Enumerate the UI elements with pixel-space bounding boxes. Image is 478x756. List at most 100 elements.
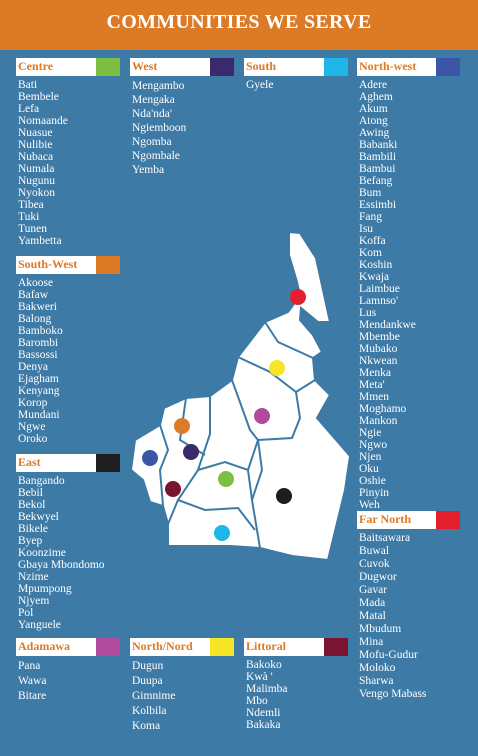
dot-far-north (290, 289, 306, 305)
community-item: Koma (132, 720, 161, 732)
community-item: Bangando (18, 475, 65, 487)
community-item: Bakweri (18, 301, 57, 313)
region-name: North-west (359, 59, 417, 73)
region-color-swatch (324, 638, 348, 656)
community-item: Balong (18, 313, 52, 325)
dot-east (276, 488, 292, 504)
community-item: Bassossi (18, 349, 58, 361)
community-item: Pol (18, 607, 34, 619)
community-item: Tuki (18, 211, 40, 223)
community-item: Mbo (246, 695, 268, 707)
community-item: Akum (359, 103, 388, 115)
community-item: Moghamo (359, 403, 407, 415)
map-outline (129, 230, 352, 562)
community-item: Njen (359, 451, 382, 463)
community-item: Kenyang (18, 385, 60, 397)
region-label-east: East (16, 454, 120, 472)
community-item: Mada (359, 597, 386, 609)
community-item: Mofu-Gudur (359, 649, 418, 661)
region-color-swatch (436, 511, 460, 529)
community-item: Ngiemboon (132, 122, 187, 134)
community-item: Pinyin (359, 487, 390, 499)
region-name: Adamawa (18, 639, 71, 653)
region-name: Littoral (246, 639, 286, 653)
community-item: Mubako (359, 343, 398, 355)
dot-centre (218, 471, 234, 487)
community-item: Bikele (18, 523, 49, 535)
community-item: Mina (359, 636, 384, 648)
community-item: Tibea (18, 199, 44, 211)
community-list-north: Dugun Duupa Gimnime Kolbila Koma (132, 659, 175, 734)
community-item: Kwà ' (246, 671, 273, 683)
community-item: Dugwor (359, 571, 397, 583)
community-item: Yanguele (18, 619, 61, 631)
region-label-adamawa: Adamawa (16, 638, 120, 656)
region-name: North/Nord (132, 639, 193, 653)
community-item: Dugun (132, 660, 164, 672)
community-item: Bakoko (246, 659, 282, 671)
community-item: Bebil (18, 487, 43, 499)
region-color-swatch (96, 58, 120, 76)
community-item: Mbembe (359, 331, 400, 343)
community-item: Babanki (359, 139, 398, 151)
community-item: Mpumpong (18, 583, 72, 595)
community-item: Sharwa (359, 675, 394, 687)
region-label-far-north: Far North (357, 511, 460, 529)
community-item: Oshie (359, 475, 386, 487)
community-item: Isu (359, 223, 374, 235)
community-item: Cuvok (359, 558, 390, 570)
dot-west (183, 444, 199, 460)
region-color-swatch (96, 454, 120, 472)
community-item: Byep (18, 535, 43, 547)
community-list-south: Gyele (246, 79, 273, 91)
region-color-swatch (436, 58, 460, 76)
dot-south-west (174, 418, 190, 434)
community-item: Awing (359, 127, 390, 139)
community-item: Aghem (359, 91, 393, 103)
dot-south (214, 525, 230, 541)
region-name: South-West (18, 257, 78, 271)
community-item: Bamboko (18, 325, 63, 337)
community-item: Mengaka (132, 94, 175, 106)
region-name: South (246, 59, 277, 73)
region-color-swatch (96, 638, 120, 656)
community-item: Mmen (359, 391, 390, 403)
region-color-swatch (324, 58, 348, 76)
community-list-centre: Bati Bembele Lefa Nomaande Nuasue Nulibie Nuba… (18, 79, 68, 247)
community-item: Kwaja (359, 271, 390, 283)
community-item: Buwal (359, 545, 390, 557)
community-item: Mengambo (132, 80, 185, 92)
community-item: Mankon (359, 415, 398, 427)
community-item: Bekwyel (18, 511, 59, 523)
community-list-adamawa: Pana Wawa Bitare (18, 659, 46, 704)
dot-adamawa (254, 408, 270, 424)
region-name: Far North (359, 512, 412, 526)
region-name: Centre (18, 59, 54, 73)
community-item: Nkwean (359, 355, 398, 367)
community-item: Atong (359, 115, 388, 127)
dot-north (269, 360, 285, 376)
community-item: Adere (359, 79, 388, 91)
community-item: Lamnso' (359, 295, 399, 307)
community-item: Malimba (246, 683, 288, 695)
community-item: Yambetta (18, 235, 62, 247)
community-item: Nomaande (18, 115, 68, 127)
community-item: Barombi (18, 337, 59, 349)
community-item: Moloko (359, 662, 396, 674)
community-item: Korop (18, 397, 48, 409)
community-item: Nubaca (18, 151, 54, 163)
community-item: Mbudum (359, 623, 402, 635)
community-item: Njyem (18, 595, 50, 607)
community-item: Ngwo (359, 439, 388, 451)
community-item: Nzime (18, 571, 49, 583)
community-item: Fang (359, 211, 382, 223)
community-item: Lefa (18, 103, 40, 115)
community-item: Essimbi (359, 199, 397, 211)
community-list-west: Mengambo Mengaka Nda'nda' Ngiemboon Ngomba Ng… (132, 79, 186, 177)
community-item: Ngomba (132, 136, 172, 148)
community-item: Bembele (18, 91, 59, 103)
community-list-south-west: Akoose Bafaw Bakweri Balong Bamboko Barombi Ba… (18, 277, 63, 445)
region-dots (142, 289, 306, 541)
community-item: Denya (18, 361, 49, 373)
